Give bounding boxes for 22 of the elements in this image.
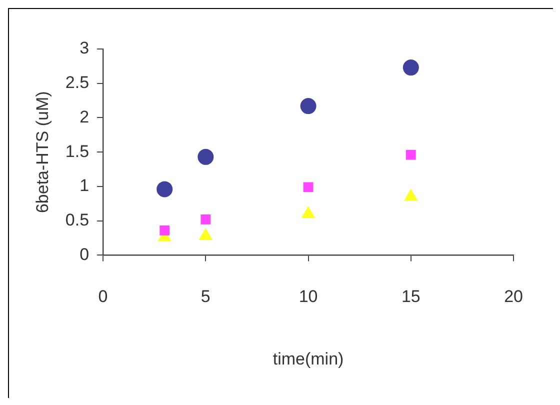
- point: [198, 148, 214, 165]
- y-tick-label: 3: [80, 38, 90, 58]
- y-tick-label: 1: [80, 176, 90, 196]
- point: [200, 214, 211, 224]
- point: [300, 98, 316, 114]
- point: [406, 150, 416, 160]
- x-tick-label: 0: [98, 287, 108, 306]
- x-tick-label: 15: [401, 287, 420, 306]
- y-tick-label: 1.5: [65, 142, 90, 161]
- x-tick-label: 10: [298, 287, 318, 306]
- point: [402, 60, 419, 76]
- y-tick-label: 2.5: [65, 73, 90, 92]
- x-tick-label: 20: [504, 287, 524, 306]
- point: [303, 182, 314, 192]
- y-tick-label: 2: [80, 107, 90, 126]
- x-tick-label: 5: [200, 287, 210, 306]
- y-tick-label: 0.5: [65, 210, 90, 230]
- y-axis-title: 6beta-HTS (uM): [32, 91, 52, 214]
- x-axis-title: time(min): [272, 349, 344, 368]
- point: [160, 226, 170, 236]
- y-tick-label: 0: [80, 244, 90, 264]
- point: [156, 181, 173, 198]
